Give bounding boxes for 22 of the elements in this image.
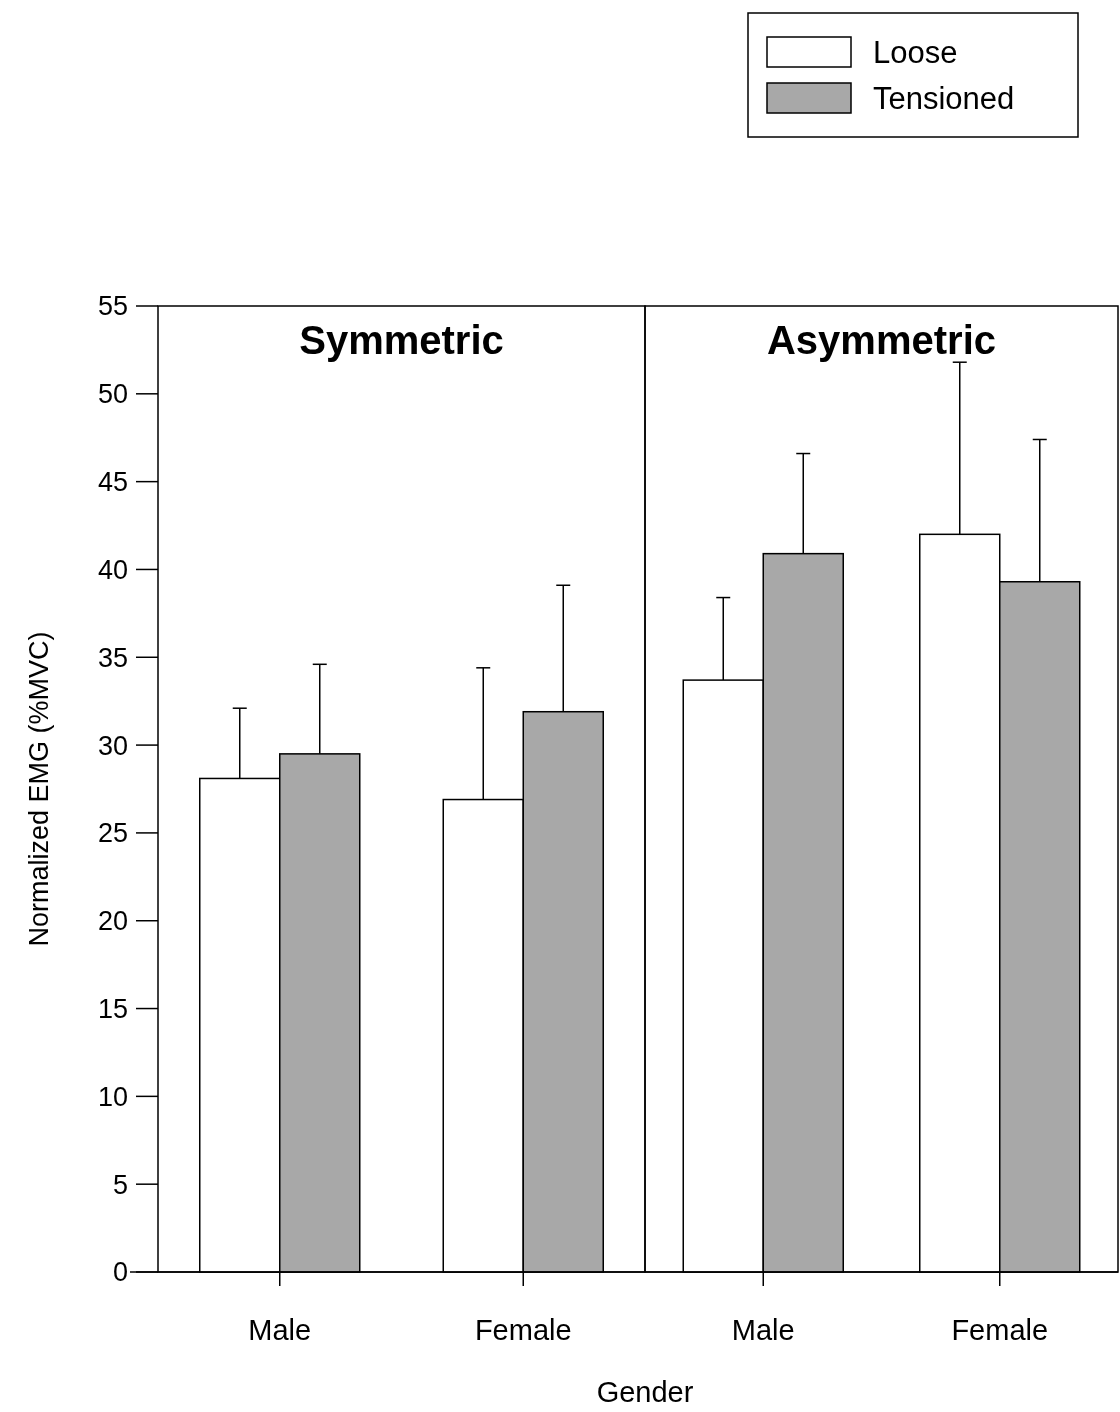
x-tick-label: Male xyxy=(248,1314,312,1346)
x-axis-title: Gender xyxy=(596,1376,694,1408)
legend-label: Tensioned xyxy=(873,80,1015,116)
y-tick-label: 0 xyxy=(112,1257,128,1288)
x-tick-label: Female xyxy=(474,1314,572,1346)
chart-title: Symmetric xyxy=(299,318,504,362)
chart-title: Asymmetric xyxy=(766,318,997,362)
y-tick-label: 5 xyxy=(112,1169,128,1200)
y-tick-label: 25 xyxy=(97,818,128,849)
y-tick-label: 55 xyxy=(97,291,128,322)
y-tick-label: 15 xyxy=(97,994,128,1024)
y-tick-label: 45 xyxy=(97,467,128,498)
x-tick-label: Female xyxy=(951,1314,1049,1346)
y-tick-label: 35 xyxy=(97,642,128,673)
legend-label: Loose xyxy=(873,34,958,70)
y-tick-label: 20 xyxy=(97,906,128,937)
x-tick-label: Male xyxy=(731,1314,795,1346)
y-axis-title: Normalized EMG (%MVC) xyxy=(24,631,54,947)
y-tick-label: 50 xyxy=(97,379,128,410)
y-tick-label: 40 xyxy=(97,554,128,585)
y-tick-label: 10 xyxy=(97,1081,128,1112)
y-tick-label: 30 xyxy=(97,730,128,761)
